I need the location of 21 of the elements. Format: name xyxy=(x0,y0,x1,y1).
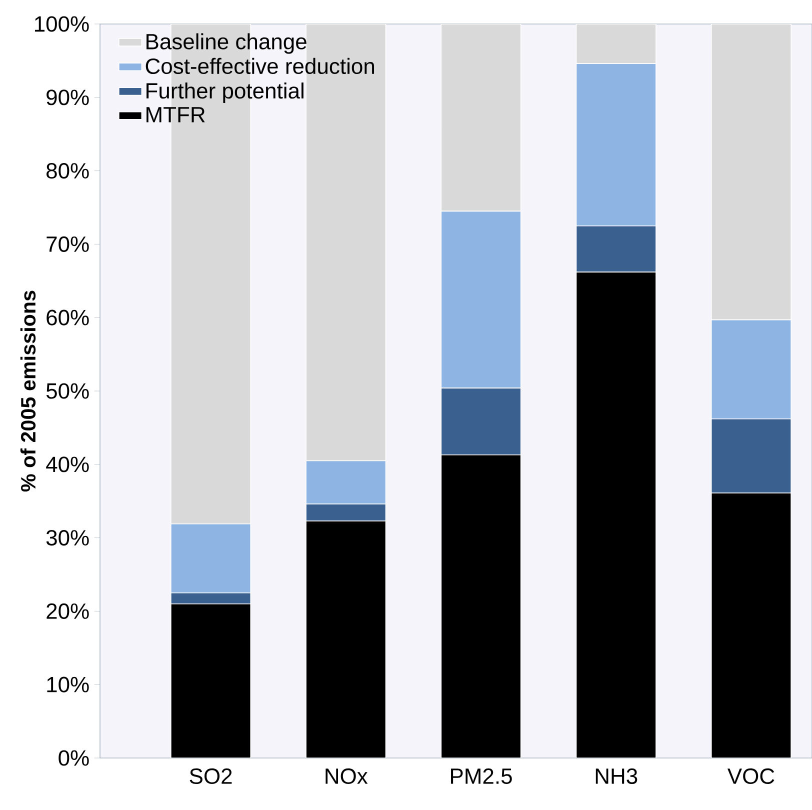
y-tick-label: 100% xyxy=(35,16,89,32)
y-tick-label: 0% xyxy=(58,750,89,766)
x-tick-label: VOC xyxy=(727,768,774,784)
y-tick-label: 20% xyxy=(46,603,89,619)
x-tick-label: NOx xyxy=(326,768,368,784)
x-tick-label: NH3 xyxy=(596,768,638,784)
y-axis-title: % of 2005 emissions xyxy=(20,290,36,492)
x-tick-label: PM2.5 xyxy=(451,768,512,784)
y-tick-label: 60% xyxy=(46,310,89,326)
legend-label: Further potential xyxy=(146,82,304,103)
y-tick-label: 30% xyxy=(46,530,89,546)
y-tick-label: 80% xyxy=(46,162,89,179)
legend-label: Baseline change xyxy=(146,33,306,54)
y-tick-label: 10% xyxy=(47,676,89,692)
y-tick-label: 70% xyxy=(46,236,89,252)
legend-label: Cost-effective reduction xyxy=(146,58,374,74)
x-tick-label: SO2 xyxy=(190,768,232,784)
legend-label: MTFR xyxy=(146,107,205,122)
y-tick-label: 50% xyxy=(46,383,89,399)
y-tick-label: 40% xyxy=(46,456,89,472)
y-tick-label: 90% xyxy=(46,90,89,106)
